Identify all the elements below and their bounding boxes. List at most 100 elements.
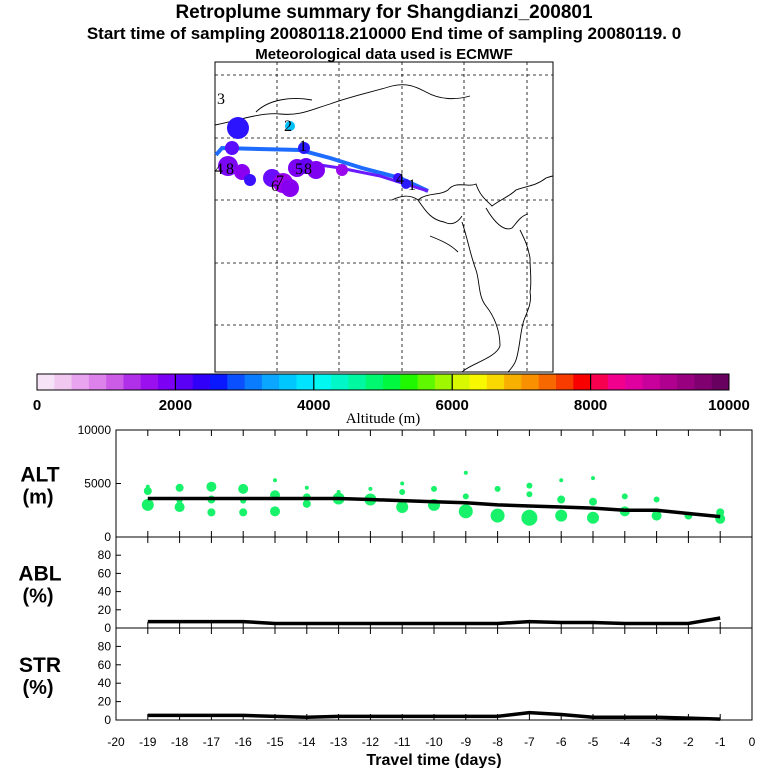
map-label: 1 — [299, 138, 307, 155]
scatter-point — [463, 470, 468, 475]
scatter-point — [716, 508, 725, 517]
colorbar-swatch — [521, 374, 540, 390]
colorbar-swatch — [192, 374, 211, 390]
panel-ylabel-unit: (%) — [22, 586, 53, 608]
colorbar-tick-label: 6000 — [436, 397, 469, 414]
y-tick-label: 80 — [98, 639, 112, 653]
x-tick-label: 0 — [749, 735, 756, 749]
x-tick-label: -13 — [330, 735, 348, 749]
x-tick-label: -7 — [524, 735, 535, 749]
plume-blob — [401, 179, 411, 189]
plume-blob — [244, 174, 256, 186]
x-tick-label: -3 — [651, 735, 662, 749]
scatter-point — [207, 508, 216, 517]
panel-frame-str — [115, 627, 753, 721]
scatter-point — [174, 502, 185, 513]
scatter-point — [400, 481, 405, 486]
x-tick-label: -9 — [460, 735, 471, 749]
scatter-point — [302, 499, 311, 508]
colorbar-swatch — [469, 374, 488, 390]
colorbar-swatch — [313, 374, 332, 390]
colorbar-swatch — [88, 374, 107, 390]
chart-title: Retroplume summary for Shangdianzi_20080… — [175, 2, 593, 23]
map-label: 5 — [295, 161, 303, 178]
colorbar-tick-label: 8000 — [574, 397, 607, 414]
colorbar-swatch — [37, 374, 55, 390]
colorbar-swatch — [331, 374, 349, 390]
meteorological-data-note: Meteorological data used is ECMWF — [255, 46, 513, 63]
series-line-abl — [147, 616, 721, 626]
colorbar-swatch — [261, 374, 280, 390]
scatter-point — [526, 482, 533, 489]
scatter-point — [175, 483, 184, 492]
colorbar-swatch — [711, 374, 730, 390]
series-line-str — [147, 710, 721, 721]
scatter-point — [526, 491, 533, 498]
scatter-point — [555, 509, 568, 522]
y-tick-label: 80 — [98, 548, 112, 562]
colorbar-swatch — [296, 374, 315, 390]
x-tick-label: -17 — [203, 735, 221, 749]
scatter-point — [238, 483, 249, 494]
colorbar-swatch — [140, 374, 159, 390]
scatter-point — [396, 501, 409, 514]
plume-blob — [227, 117, 249, 139]
y-tick-label: 20 — [98, 603, 112, 617]
panel-ylabel-alt: ALT — [20, 464, 59, 487]
map-label: 6 — [271, 178, 279, 195]
x-tick-label: -20 — [107, 735, 125, 749]
panel-frame-abl — [115, 536, 753, 629]
panel-ylabel-abl: ABL — [18, 563, 61, 586]
map-label: 8 — [304, 161, 312, 178]
map-plume-blobs — [218, 117, 411, 197]
x-tick-label: -4 — [619, 735, 630, 749]
scatter-point — [431, 485, 437, 492]
colorbar-tick-label: 2000 — [159, 397, 192, 414]
colorbar-swatch — [573, 374, 592, 390]
x-tick-label: -18 — [171, 735, 189, 749]
map-label: 4 — [396, 171, 404, 188]
colorbar-tick-label: 0 — [33, 397, 41, 414]
scatter-point — [591, 476, 595, 481]
timeseries-panels: 0500010000ALT(m)020406080ABL(%)020406080… — [18, 423, 755, 768]
y-tick-label: 60 — [98, 658, 112, 672]
colorbar-swatch — [210, 374, 228, 390]
colorbar-swatch — [123, 374, 142, 390]
map-label: 3 — [217, 91, 225, 108]
scatter-point — [141, 498, 154, 511]
scatter-point — [270, 506, 280, 517]
panel-ylabel-str: STR — [19, 654, 61, 677]
colorbar-swatch — [175, 374, 194, 390]
colorbar-swatch — [365, 374, 384, 390]
colorbar-swatch — [383, 374, 401, 390]
colorbar-swatch — [642, 374, 661, 390]
colorbar-swatch — [227, 374, 246, 390]
y-tick-label: 0 — [104, 530, 111, 544]
colorbar-swatch — [158, 374, 176, 390]
scatter-point — [494, 485, 501, 492]
y-tick-label: 0 — [104, 621, 111, 635]
scatter-point — [589, 497, 597, 506]
scatter-point — [490, 508, 505, 523]
map-label: 2 — [284, 118, 292, 135]
map-frame — [214, 61, 554, 373]
colorbar-swatch — [452, 374, 470, 390]
y-tick-label: 0 — [104, 713, 111, 727]
colorbar-swatch — [625, 374, 643, 390]
y-tick-label: 40 — [98, 676, 112, 690]
scatter-point — [587, 511, 599, 524]
sampling-time-subtitle: Start time of sampling 20080118.210000 E… — [86, 24, 682, 43]
x-tick-label: -12 — [362, 735, 380, 749]
plume-blob — [281, 179, 299, 197]
plume-blob — [307, 161, 325, 179]
scatter-point — [458, 504, 473, 519]
x-tick-label: -19 — [139, 735, 157, 749]
x-axis-label: Travel time (days) — [366, 752, 501, 768]
colorbar-swatch — [486, 374, 505, 390]
map-label: 8 — [226, 161, 234, 178]
x-tick-label: -6 — [556, 735, 567, 749]
scatter-point — [559, 478, 564, 483]
map-label: 7 — [276, 173, 284, 190]
